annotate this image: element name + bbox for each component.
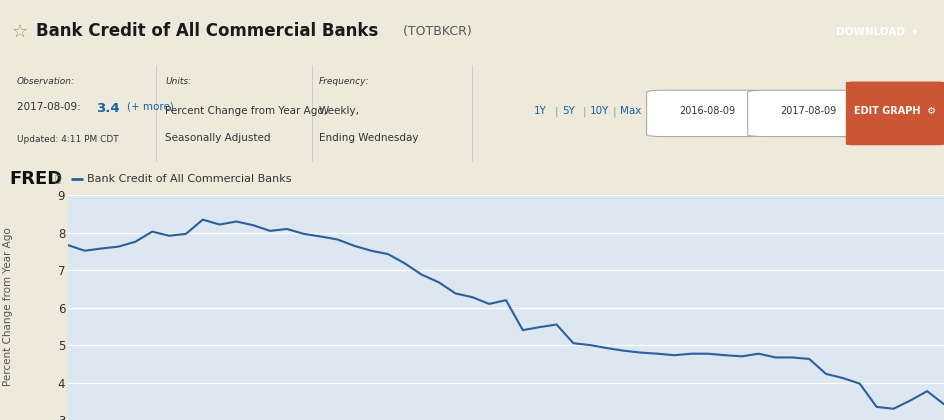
Text: (+ more): (+ more) <box>127 102 175 112</box>
Text: 3.4: 3.4 <box>96 102 120 115</box>
Text: Bank Credit of All Commercial Banks: Bank Credit of All Commercial Banks <box>36 22 379 40</box>
Text: |: | <box>613 106 616 117</box>
Text: EDIT GRAPH  ⚙: EDIT GRAPH ⚙ <box>854 106 936 116</box>
Text: 10Y: 10Y <box>590 106 610 116</box>
Text: FRED: FRED <box>9 170 62 187</box>
Text: Percent Change from Year Ago: Percent Change from Year Ago <box>3 227 12 386</box>
Text: Updated: 4:11 PM CDT: Updated: 4:11 PM CDT <box>17 135 119 144</box>
Text: Seasonally Adjusted: Seasonally Adjusted <box>165 133 271 143</box>
Text: 2017-08-09:: 2017-08-09: <box>17 102 84 112</box>
Text: Ending Wednesday: Ending Wednesday <box>319 133 418 143</box>
Text: DOWNLOAD  ▾: DOWNLOAD ▾ <box>835 27 918 37</box>
Text: to: to <box>750 106 761 116</box>
Text: |: | <box>554 106 558 117</box>
Text: Units:: Units: <box>165 77 192 86</box>
Text: 2017-08-09: 2017-08-09 <box>780 106 836 116</box>
FancyBboxPatch shape <box>846 81 944 145</box>
FancyBboxPatch shape <box>647 90 767 136</box>
Text: |: | <box>582 106 586 117</box>
Text: 1Y: 1Y <box>533 106 547 116</box>
FancyBboxPatch shape <box>748 90 868 136</box>
Text: 〜: 〜 <box>55 173 60 184</box>
Text: 5Y: 5Y <box>563 106 576 116</box>
Text: Bank Credit of All Commercial Banks: Bank Credit of All Commercial Banks <box>87 173 292 184</box>
Text: Observation:: Observation: <box>17 77 75 86</box>
Text: 2016-08-09: 2016-08-09 <box>679 106 735 116</box>
Text: Percent Change from Year Ago,: Percent Change from Year Ago, <box>165 106 328 116</box>
Text: (TOTBKCR): (TOTBKCR) <box>399 25 472 38</box>
Text: ☆: ☆ <box>12 22 28 40</box>
Text: Weekly,: Weekly, <box>319 106 360 116</box>
Text: Max: Max <box>620 106 642 116</box>
Text: Frequency:: Frequency: <box>319 77 369 86</box>
